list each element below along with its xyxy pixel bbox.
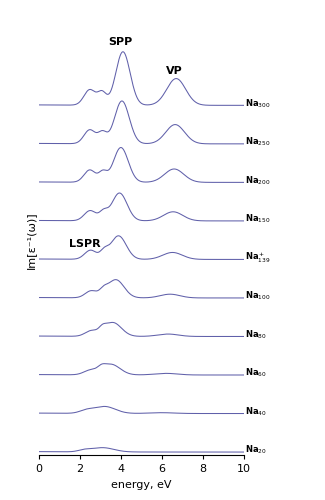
Text: SPP: SPP <box>108 36 132 46</box>
Text: Na$_{40}$: Na$_{40}$ <box>245 406 266 418</box>
Text: Na$_{300}$: Na$_{300}$ <box>245 97 270 110</box>
Y-axis label: Im[ε⁻¹(ω)]: Im[ε⁻¹(ω)] <box>26 211 36 269</box>
Text: Na$^+_{139}$: Na$^+_{139}$ <box>245 250 270 264</box>
Text: Na$_{80}$: Na$_{80}$ <box>245 328 266 341</box>
X-axis label: energy, eV: energy, eV <box>111 480 172 490</box>
Text: Na$_{60}$: Na$_{60}$ <box>245 367 266 380</box>
Text: Na$_{20}$: Na$_{20}$ <box>245 444 266 456</box>
Text: Na$_{150}$: Na$_{150}$ <box>245 213 270 226</box>
Text: VP: VP <box>166 66 183 76</box>
Text: LSPR: LSPR <box>69 239 100 249</box>
Text: Na$_{250}$: Na$_{250}$ <box>245 136 270 148</box>
Text: Na$_{100}$: Na$_{100}$ <box>245 290 270 302</box>
Text: Na$_{200}$: Na$_{200}$ <box>245 174 270 187</box>
